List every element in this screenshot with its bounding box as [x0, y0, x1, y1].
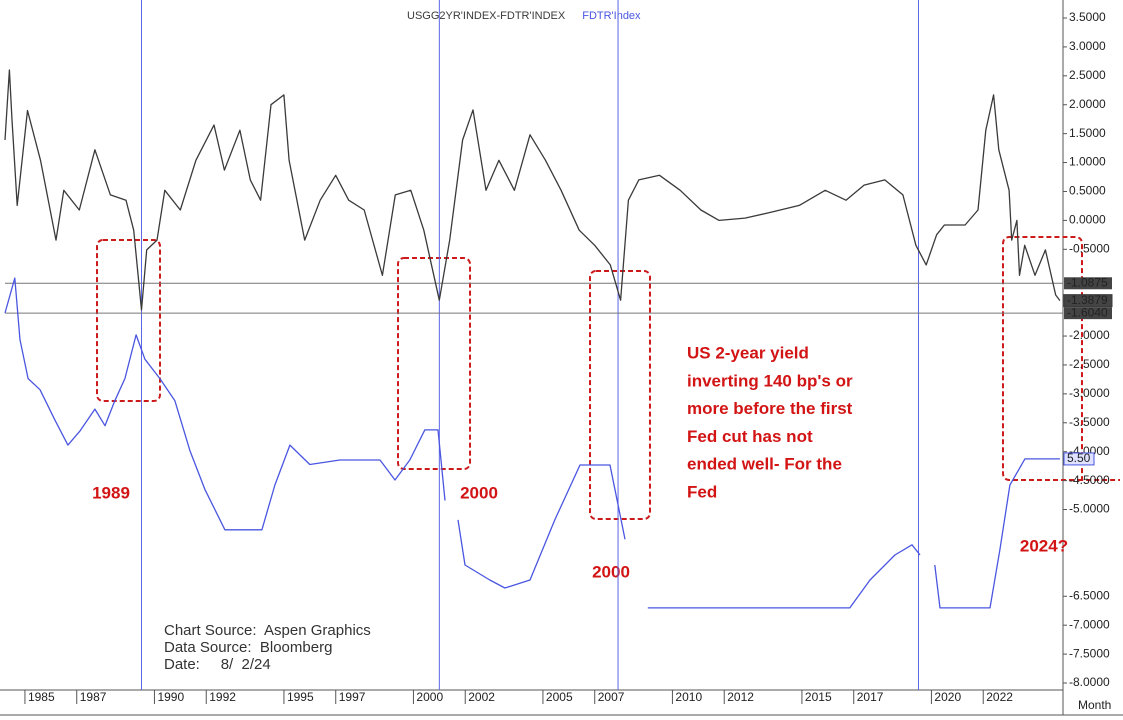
y-tick-label: -4.5000: [1069, 473, 1110, 487]
y-tick-label: -3.5000: [1069, 415, 1110, 429]
y-tick-label: -2.0000: [1069, 328, 1110, 342]
legend-entry: FDTR'Index: [582, 10, 641, 22]
highlight-box: [1002, 236, 1120, 481]
y-tick-label: -8.0000: [1069, 675, 1110, 689]
x-axis-label: Month: [1078, 698, 1111, 712]
x-tick-label: 2012: [727, 690, 754, 704]
x-tick-label: 2015: [805, 690, 832, 704]
x-tick-label: 2005: [546, 690, 573, 704]
value-label: -1.6040: [1067, 305, 1108, 319]
y-tick-label: -2.5000: [1069, 357, 1110, 371]
value-label: 5.50: [1067, 451, 1091, 465]
x-tick-label: 1990: [157, 690, 184, 704]
annotation: US 2-year yield: [687, 343, 809, 362]
highlight-box: [96, 239, 161, 402]
x-tick-label: 2000: [416, 690, 443, 704]
value-label-box: [1063, 294, 1113, 308]
annotation: more before the first: [687, 399, 853, 418]
annotation: 2000: [592, 562, 630, 581]
y-tick-label: 1.0000: [1069, 155, 1106, 169]
x-tick-label: 2022: [986, 690, 1013, 704]
y-tick-label: -3.0000: [1069, 386, 1110, 400]
y-tick-label: -0.5000: [1069, 241, 1110, 255]
series-line: [4, 277, 1060, 609]
source-text: Data Source: Bloomberg: [164, 639, 332, 656]
x-tick-label: 2010: [675, 690, 702, 704]
series-line: [4, 69, 1061, 311]
annotation: Fed cut has not: [687, 427, 813, 446]
highlight-box: [397, 257, 471, 470]
y-tick-label: -5.0000: [1069, 502, 1110, 516]
x-tick-label: 1992: [209, 690, 236, 704]
annotation: 2024?: [1020, 536, 1068, 555]
x-tick-label: 1987: [80, 690, 107, 704]
y-tick-label: -6.5000: [1069, 588, 1110, 602]
y-tick-label: 2.5000: [1069, 68, 1106, 82]
x-tick-label: 1985: [28, 690, 55, 704]
x-tick-label: 2002: [468, 690, 495, 704]
x-tick-label: 2020: [934, 690, 961, 704]
annotation: inverting 140 bp's or: [687, 371, 853, 390]
y-tick-label: 3.5000: [1069, 10, 1106, 24]
annotation: 1989: [92, 483, 130, 502]
source-text: Date: 8/ 2/24: [164, 656, 271, 673]
x-tick-label: 1995: [287, 690, 314, 704]
x-tick-label: 2007: [598, 690, 625, 704]
y-tick-label: 3.0000: [1069, 39, 1106, 53]
highlight-box: [589, 270, 651, 520]
y-tick-label: 0.5000: [1069, 184, 1106, 198]
x-tick-label: 1997: [339, 690, 366, 704]
annotation: ended well- For the: [687, 455, 842, 474]
y-tick-label: -7.0000: [1069, 617, 1110, 631]
value-label-box: [1063, 452, 1095, 466]
value-label: -1.3879: [1067, 293, 1108, 307]
value-label: -1.0875: [1067, 275, 1108, 289]
y-tick-label: 2.0000: [1069, 97, 1106, 111]
value-label-box: [1064, 307, 1112, 320]
y-tick-label: -7.5000: [1069, 646, 1110, 660]
x-tick-label: 2017: [857, 690, 884, 704]
y-tick-label: 0.0000: [1069, 213, 1106, 227]
source-text: Chart Source: Aspen Graphics: [164, 622, 371, 639]
annotation: Fed: [687, 482, 717, 501]
y-tick-label: 1.5000: [1069, 126, 1106, 140]
legend-entry: USGG2YR'INDEX-FDTR'INDEX: [407, 10, 566, 22]
annotation: 2000: [460, 483, 498, 502]
value-label-box: [1064, 277, 1112, 290]
